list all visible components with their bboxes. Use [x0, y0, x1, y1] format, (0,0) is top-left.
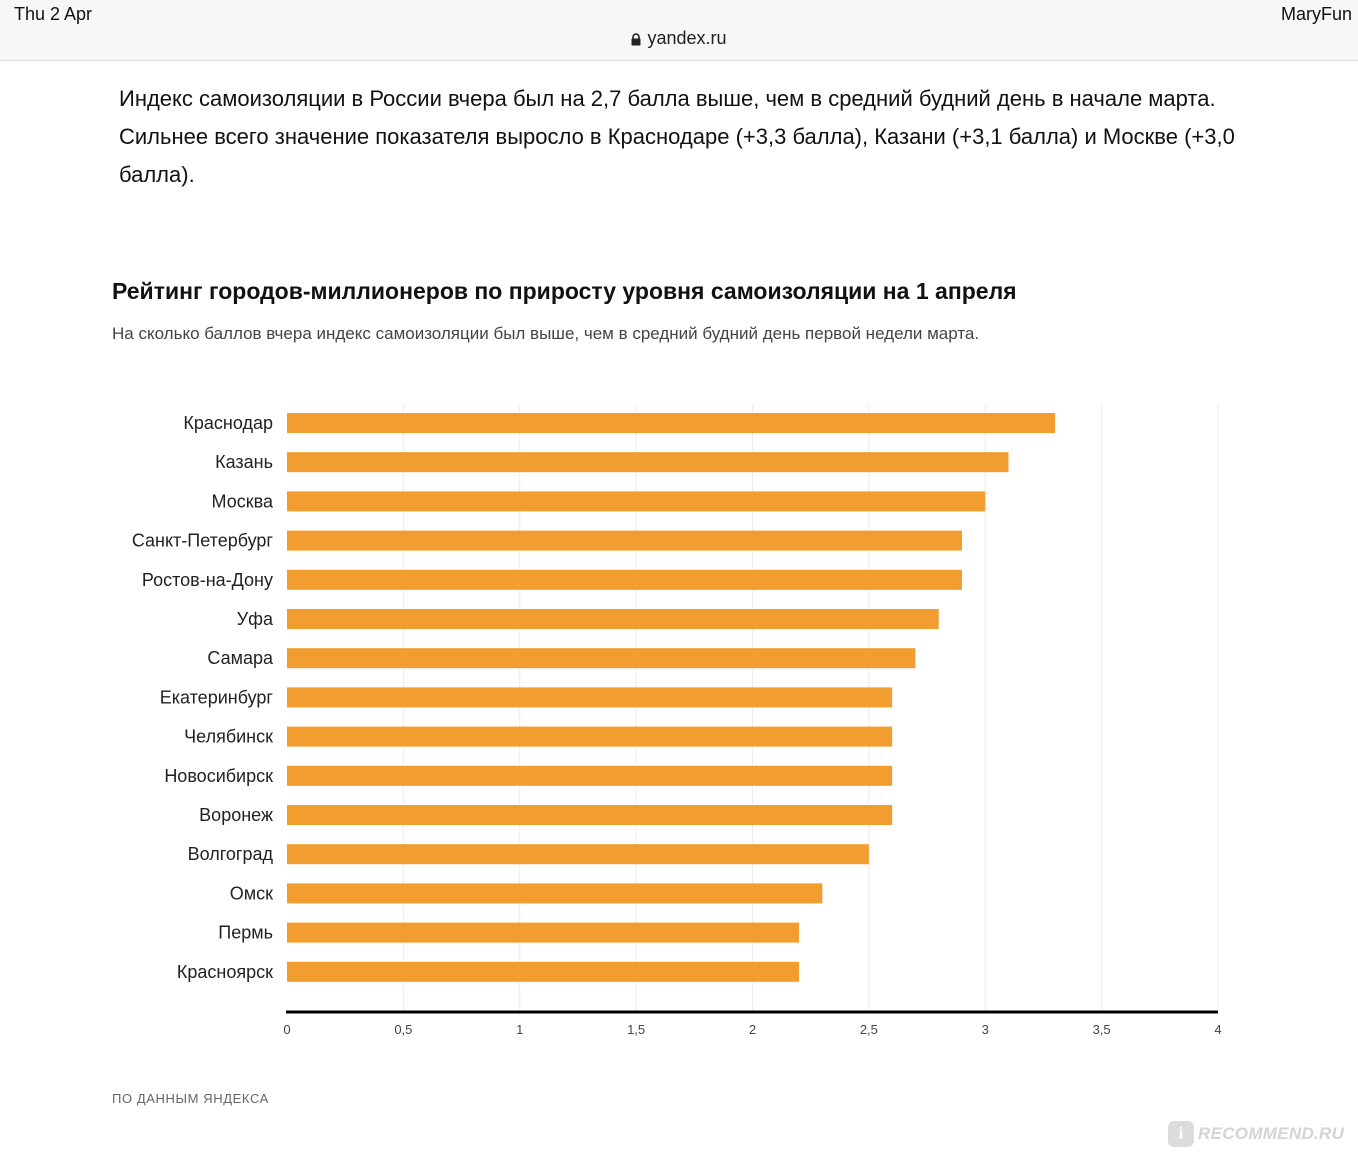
bar: [287, 765, 893, 786]
bar: [287, 726, 893, 747]
x-tick-label: 1: [516, 1022, 523, 1037]
category-label: Воронеж: [199, 805, 273, 825]
x-tick-label: 3: [982, 1022, 989, 1037]
status-user: MaryFun: [1280, 4, 1352, 24]
x-tick-label: 0,5: [394, 1022, 412, 1037]
x-tick-label: 2: [749, 1022, 756, 1037]
category-label: Пермь: [218, 923, 273, 943]
category-label: Самара: [207, 648, 274, 668]
url-text: yandex.ru: [647, 28, 727, 48]
watermark-text: RECOMMEND.RU: [1198, 1124, 1345, 1143]
category-label: Москва: [212, 491, 274, 511]
address-bar[interactable]: yandex.ru: [0, 28, 1358, 51]
chart-source: ПО ДАННЫМ ЯНДЕКСА: [112, 1091, 269, 1106]
bar: [287, 922, 800, 943]
x-tick-label: 0: [283, 1022, 290, 1037]
bar: [287, 687, 893, 708]
category-label: Волгоград: [188, 844, 274, 864]
bar: [287, 530, 962, 551]
category-label: Новосибирск: [164, 766, 273, 786]
bar: [287, 452, 1009, 473]
bar: [287, 609, 939, 629]
status-date: Thu 2 Apr: [14, 4, 93, 24]
category-label: Ростов-на-Дону: [142, 570, 273, 590]
bar: [287, 413, 1056, 433]
x-tick-label: 4: [1214, 1022, 1221, 1037]
category-label: Краснодар: [183, 413, 273, 433]
category-label: Уфа: [237, 609, 274, 629]
watermark-badge-icon: i: [1168, 1121, 1194, 1147]
bar: [287, 805, 893, 825]
chart-title: Рейтинг городов-миллионеров по приросту …: [112, 278, 1017, 304]
x-tick-label: 2,5: [860, 1022, 878, 1037]
category-label: Екатеринбург: [160, 687, 274, 707]
bar: [287, 648, 916, 669]
category-label: Челябинск: [184, 727, 273, 747]
bar: [287, 883, 823, 904]
category-label: Казань: [215, 452, 273, 472]
chart-subtitle: На сколько баллов вчера индекс самоизоля…: [112, 324, 980, 343]
status-bar: Thu 2 Apr MaryFun yandex.ru: [0, 0, 1358, 61]
category-label: Красноярск: [177, 962, 273, 982]
x-tick-label: 3,5: [1093, 1022, 1111, 1037]
category-label: Омск: [230, 883, 273, 903]
category-label: Санкт-Петербург: [132, 531, 274, 551]
bar: [287, 569, 962, 590]
bar: [287, 491, 986, 512]
article-intro: Индекс самоизоляции в России вчера был н…: [119, 86, 1235, 187]
bar: [287, 844, 869, 865]
x-tick-label: 1,5: [627, 1022, 645, 1037]
bar: [287, 961, 800, 982]
watermark-logo: i RECOMMEND.RU: [1168, 1118, 1348, 1150]
lock-icon: [631, 30, 641, 51]
